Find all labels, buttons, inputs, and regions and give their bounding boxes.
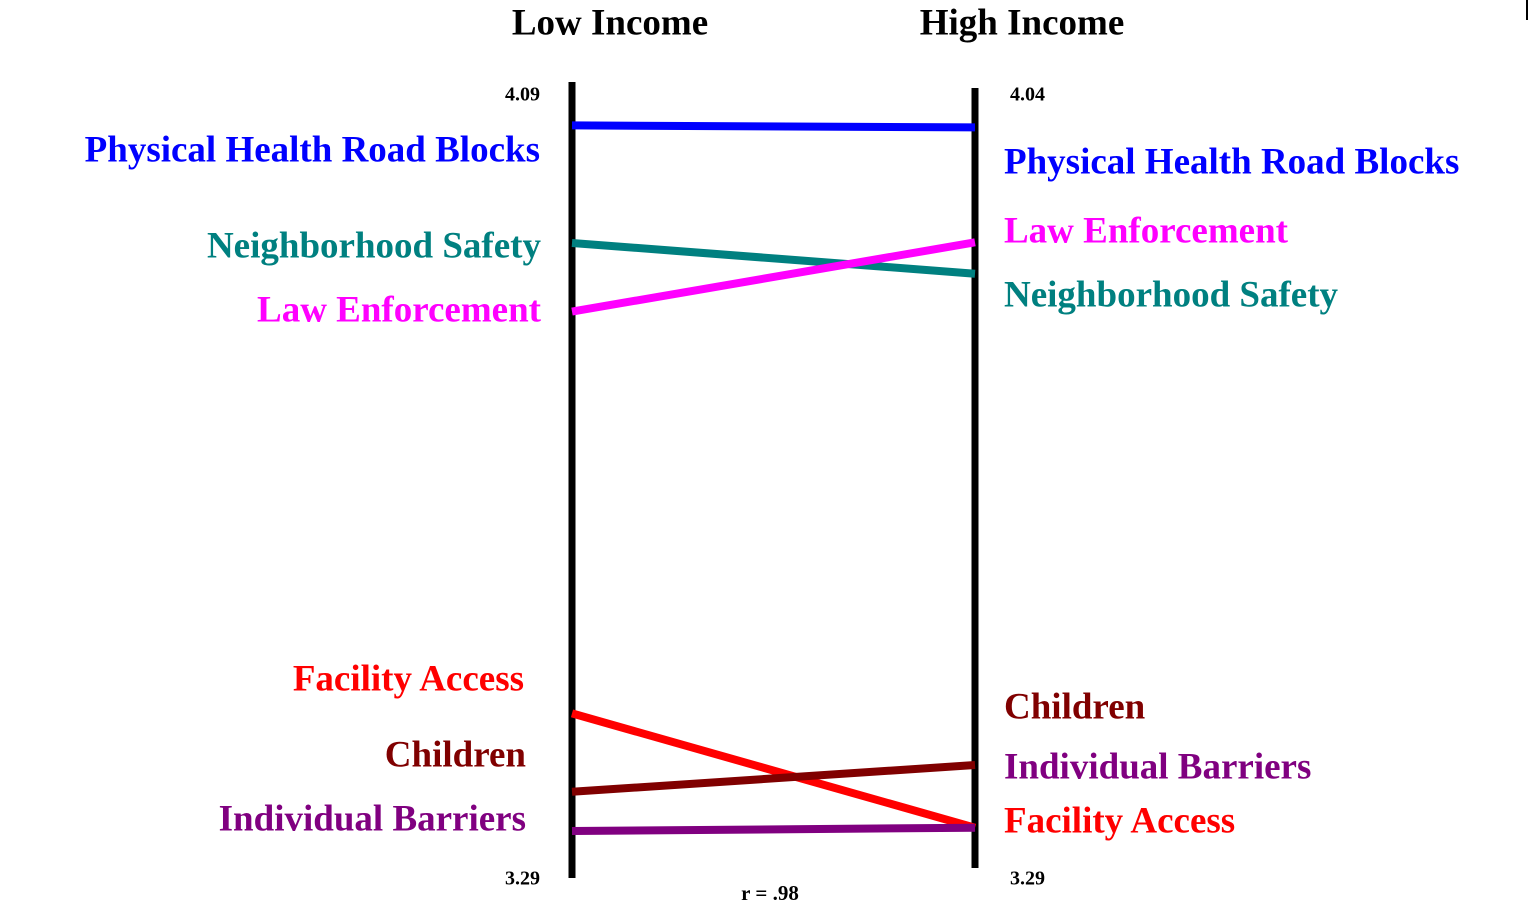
slope-line <box>570 709 977 832</box>
left-label: Children <box>385 734 527 775</box>
y2-tick-label: 3.29 <box>1010 868 1045 890</box>
right-label: Neighborhood Safety <box>1004 274 1339 315</box>
slope-line <box>571 239 976 278</box>
slope-line <box>571 121 976 132</box>
annotation: r = .98 <box>741 881 799 905</box>
left-label: Facility Access <box>293 658 524 699</box>
right-label: Individual Barriers <box>1004 746 1311 787</box>
left-label: Individual Barriers <box>219 798 526 839</box>
left-label: Neighborhood Safety <box>207 225 542 266</box>
left-label: Law Enforcement <box>257 289 542 330</box>
y2-tick-label: 4.04 <box>1010 84 1045 106</box>
right-category: High Income <box>920 2 1125 43</box>
right-label: Facility Access <box>1004 800 1235 841</box>
slope-line <box>571 823 976 835</box>
right-label: Law Enforcement <box>1004 210 1289 251</box>
left-label: Physical Health Road Blocks <box>85 129 540 170</box>
y-tick-label: 4.09 <box>505 84 540 106</box>
y-tick-label: 3.29 <box>505 868 540 890</box>
right-label: Physical Health Road Blocks <box>1004 141 1459 182</box>
slope-line <box>571 238 976 316</box>
right-label: Children <box>1004 686 1146 727</box>
slope-line <box>571 761 976 796</box>
left-category: Low Income <box>512 2 708 43</box>
